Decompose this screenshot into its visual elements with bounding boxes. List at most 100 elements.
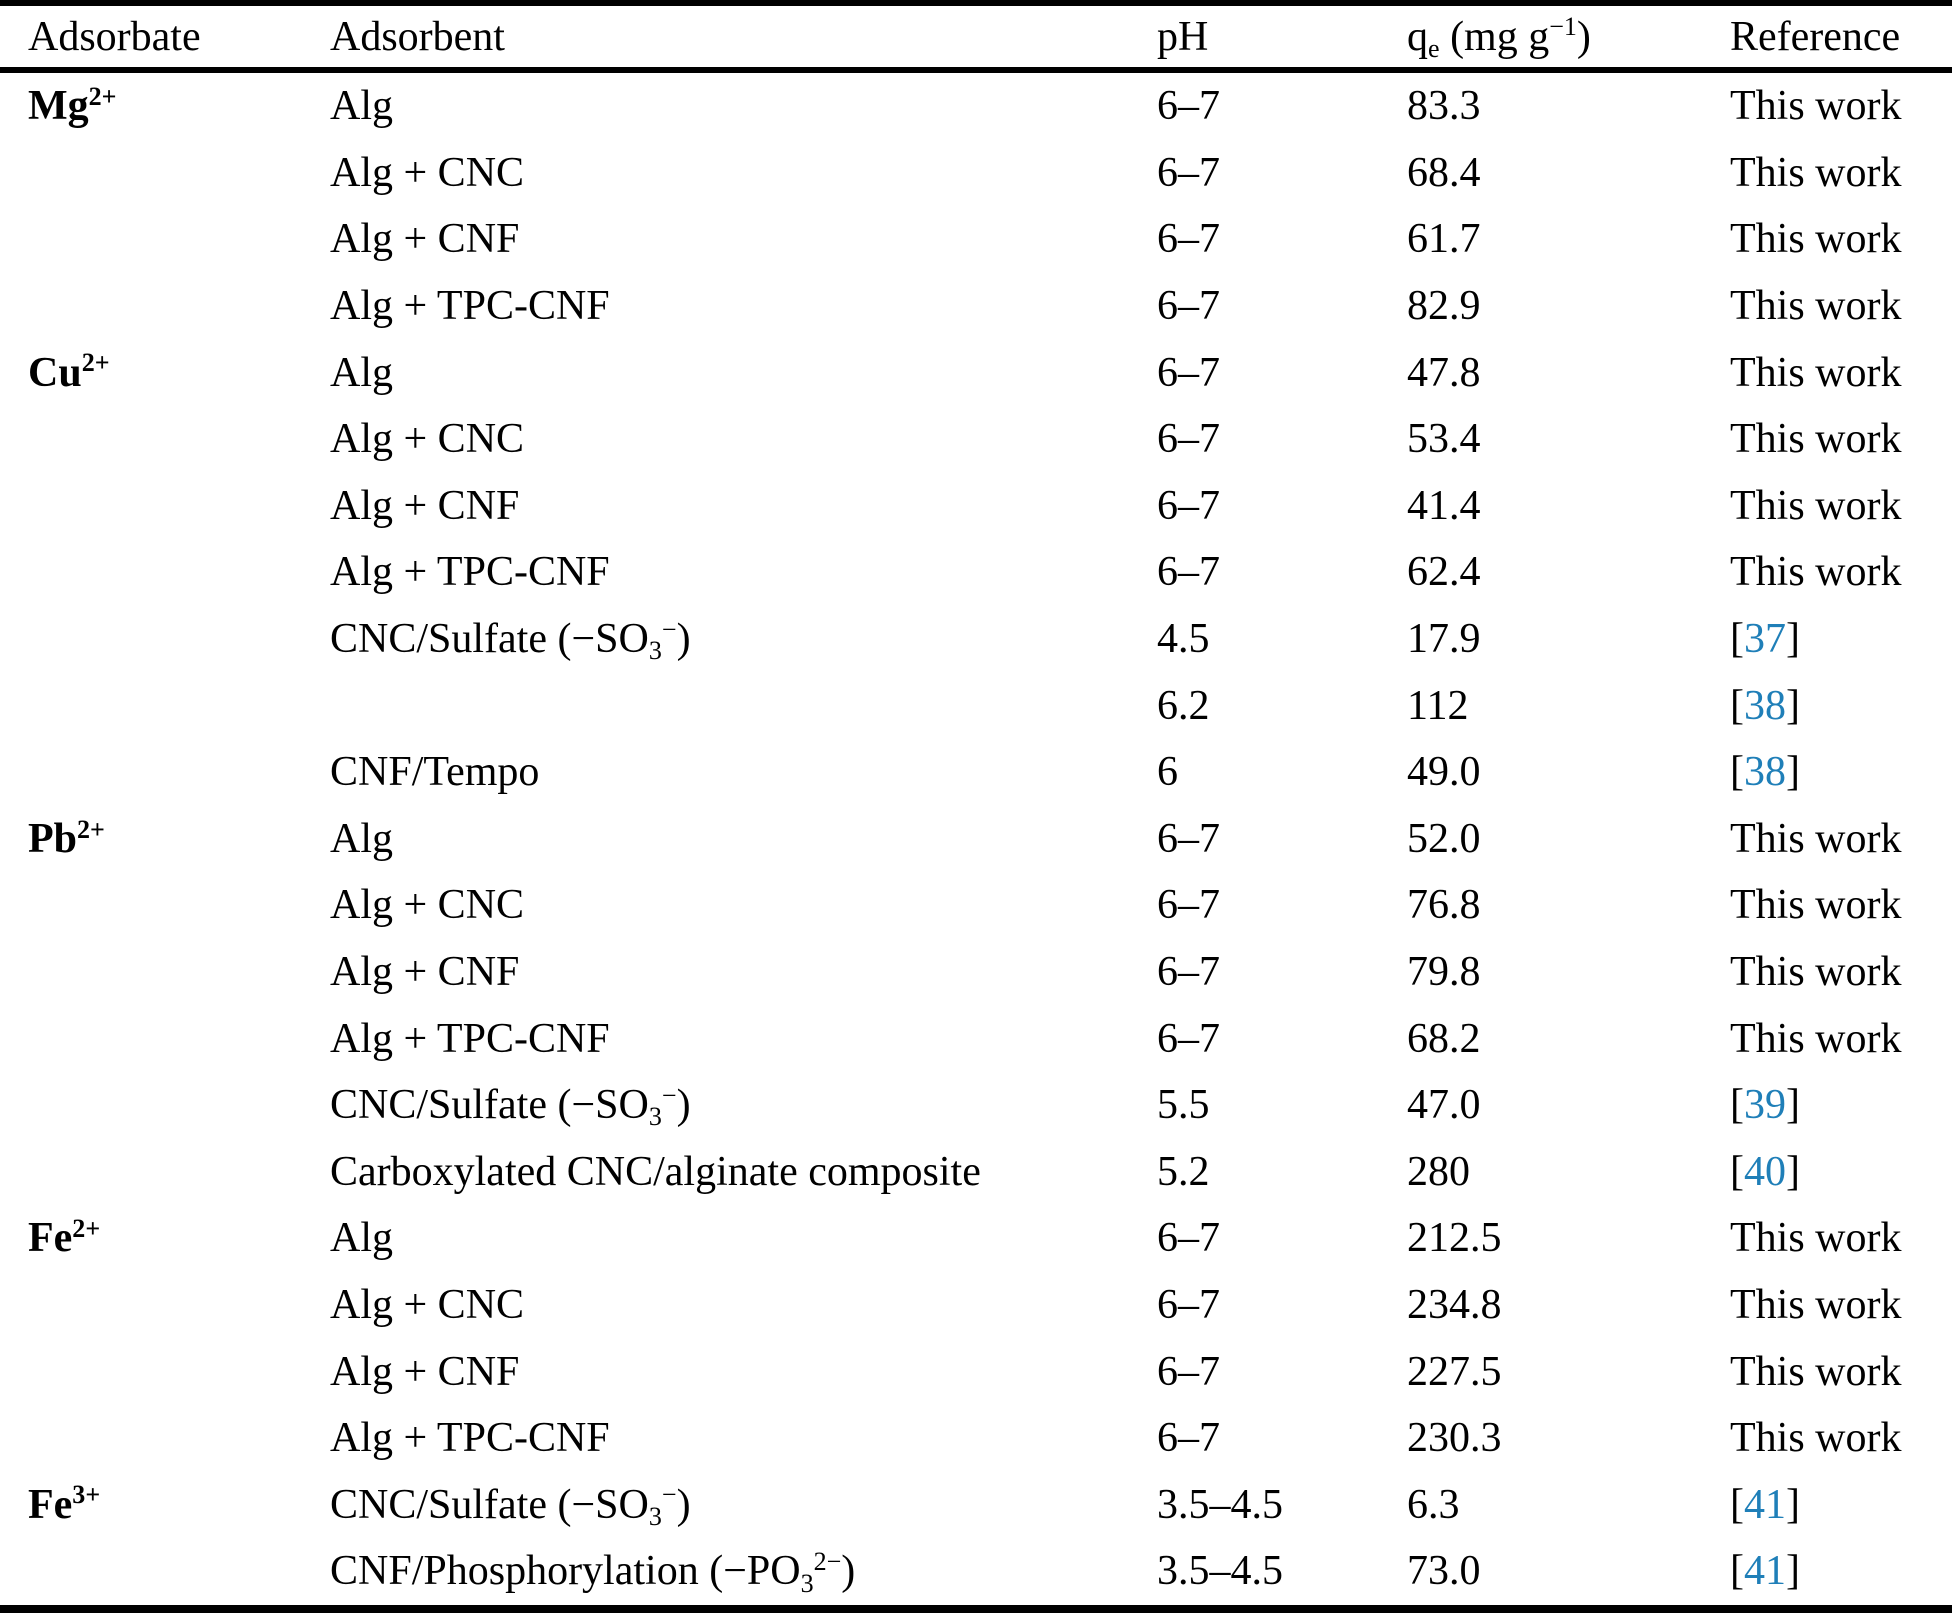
citation-bracket-open: [ (1730, 616, 1744, 663)
cell-adsorbate (0, 739, 330, 806)
cell-ph: 6–7 (1157, 815, 1220, 862)
table-row: Pb2+ Alg 6–7 52.0 This work (0, 806, 1952, 873)
cell-adsorbent: Carboxylated CNC/alginate composite (330, 1139, 1157, 1206)
plain-text: Alg + CNC (330, 882, 525, 929)
plain-text: Alg + TPC-CNF (330, 549, 610, 596)
reference-this-work: This work (1730, 1348, 1902, 1395)
cell-qe: 47.0 (1407, 1082, 1481, 1129)
cell-adsorbate: Fe3+ (0, 1471, 330, 1538)
cell-reference: This work (1730, 539, 1952, 606)
cell-adsorbate: Fe2+ (0, 1205, 330, 1272)
table-row: Carboxylated CNC/alginate composite 5.2 28… (0, 1139, 1952, 1206)
citation-link[interactable]: 41 (1744, 1548, 1786, 1595)
ion-symbol: Pb (28, 815, 78, 862)
plain-text: Alg + CNF (330, 216, 520, 263)
cell-ph: 5.2 (1157, 1148, 1210, 1195)
cell-reference: [38] (1730, 672, 1952, 739)
citation-bracket-open: [ (1730, 1481, 1744, 1528)
table-row: Alg + CNC 6–7 76.8 This work (0, 872, 1952, 939)
citation-link[interactable]: 39 (1744, 1082, 1786, 1129)
cell-adsorbate (0, 473, 330, 540)
cell-qe: 62.4 (1407, 549, 1481, 596)
cell-adsorbate (0, 606, 330, 673)
cell-adsorbate: Cu2+ (0, 339, 330, 406)
col-header-qe: qe (mg g−1) (1407, 3, 1730, 73)
cell-reference: This work (1730, 1205, 1952, 1272)
cell-reference: This work (1730, 273, 1952, 340)
table-row: Alg + CNC 6–7 68.4 This work (0, 140, 1952, 207)
cell-reference: This work (1730, 206, 1952, 273)
cell-qe: 112 (1407, 682, 1469, 729)
cell-ph: 6–7 (1157, 1348, 1220, 1395)
cell-adsorbent: Alg + CNF (330, 939, 1157, 1006)
cell-ph: 6.2 (1157, 682, 1210, 729)
cell-reference: This work (1730, 1005, 1952, 1072)
citation-bracket-close: ] (1786, 1148, 1800, 1195)
citation-link[interactable]: 37 (1744, 616, 1786, 663)
cell-adsorbent: Alg + TPC-CNF (330, 1005, 1157, 1072)
plain-text: CNC/Sulfate (−SO (330, 616, 649, 663)
plain-text: Carboxylated CNC/alginate composite (330, 1148, 981, 1195)
ion-charge-superscript: 2+ (88, 81, 117, 111)
ion-symbol: Cu (28, 349, 82, 396)
reference-this-work: This work (1730, 882, 1902, 929)
citation-bracket-open: [ (1730, 682, 1744, 729)
col-header-adsorbent: Adsorbent (330, 3, 1157, 73)
plain-text: Alg + CNC (330, 1281, 525, 1328)
cell-ph: 6–7 (1157, 83, 1220, 130)
ion-symbol: Fe (28, 1481, 73, 1528)
subscript-text: 3 (648, 636, 662, 666)
table-body: Mg2+ Alg 6–7 83.3 This work Alg + CNC 6–7 68.4 T… (0, 70, 1952, 1609)
cell-adsorbent: Alg + CNC (330, 1272, 1157, 1339)
cell-adsorbent: Alg + TPC-CNF (330, 539, 1157, 606)
plain-text: ) (676, 1082, 691, 1129)
adsorbate-ion: Pb2+ (28, 816, 105, 862)
cell-qe: 227.5 (1407, 1348, 1502, 1395)
cell-adsorbent (330, 672, 1157, 739)
cell-ph: 6–7 (1157, 149, 1220, 196)
citation-link[interactable]: 40 (1744, 1148, 1786, 1195)
cell-qe: 47.8 (1407, 349, 1481, 396)
cell-qe: 52.0 (1407, 815, 1481, 862)
reference-this-work: This work (1730, 482, 1902, 529)
reference-this-work: This work (1730, 349, 1902, 396)
table-row: 6.2 112 [38] (0, 672, 1952, 739)
cell-adsorbate (0, 406, 330, 473)
qe-units-close: ) (1576, 13, 1591, 60)
cell-adsorbent: Alg + CNC (330, 872, 1157, 939)
supscript-text: − (661, 1080, 677, 1110)
cell-adsorbate (0, 140, 330, 207)
cell-qe: 68.4 (1407, 149, 1481, 196)
cell-adsorbate (0, 1338, 330, 1405)
cell-adsorbate (0, 1139, 330, 1206)
qe-base: q (1407, 13, 1428, 60)
cell-qe: 82.9 (1407, 283, 1481, 330)
cell-reference: This work (1730, 806, 1952, 873)
cell-adsorbate (0, 206, 330, 273)
table-row: CNF/Phosphorylation (−PO32−) 3.5–4.5 73.0[… (0, 1538, 1952, 1609)
cell-ph: 3.5–4.5 (1157, 1548, 1283, 1595)
cell-adsorbate (0, 273, 330, 340)
table-row: Alg + TPC-CNF 6–7 230.3 This work (0, 1405, 1952, 1472)
table-row: Alg + TPC-CNF 6–7 62.4 This work (0, 539, 1952, 606)
plain-text: CNF/Phosphorylation (−PO (330, 1548, 801, 1595)
cell-adsorbent: CNF/Tempo (330, 739, 1157, 806)
col-header-ph: pH (1157, 3, 1407, 73)
table-row: Alg + CNF 6–7 41.4 This work (0, 473, 1952, 540)
cell-adsorbate (0, 1272, 330, 1339)
cell-adsorbent: Alg + TPC-CNF (330, 1405, 1157, 1472)
citation-link[interactable]: 38 (1744, 682, 1786, 729)
cell-adsorbent: Alg (330, 339, 1157, 406)
cell-adsorbent: Alg + TPC-CNF (330, 273, 1157, 340)
reference-this-work: This work (1730, 283, 1902, 330)
citation-bracket-open: [ (1730, 1148, 1744, 1195)
ion-charge-superscript: 2+ (77, 814, 105, 844)
citation-link[interactable]: 41 (1744, 1481, 1786, 1528)
cell-qe: 234.8 (1407, 1281, 1502, 1328)
adsorbate-ion: Cu2+ (28, 350, 110, 396)
cell-reference: This work (1730, 473, 1952, 540)
qe-units-open: (mg g (1439, 13, 1550, 60)
citation-link[interactable]: 38 (1744, 749, 1786, 796)
